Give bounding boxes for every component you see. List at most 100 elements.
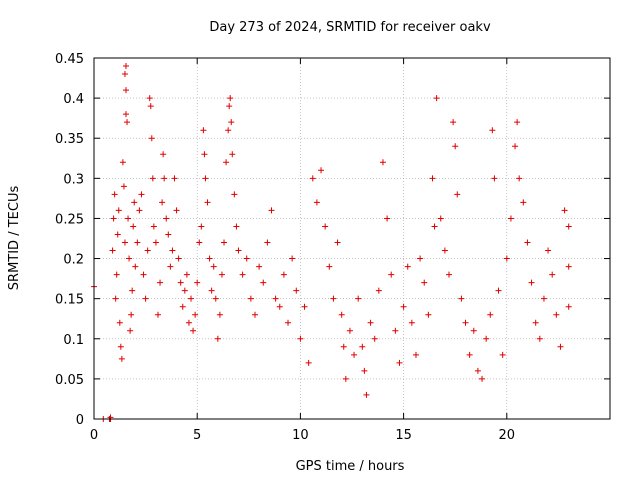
- data-point: [206, 255, 213, 262]
- data-point: [330, 295, 337, 302]
- data-point: [120, 183, 127, 190]
- data-point: [322, 223, 329, 230]
- data-point: [514, 119, 521, 126]
- y-tick-label: 0.1: [63, 333, 84, 348]
- data-point: [297, 335, 304, 342]
- data-point: [351, 351, 358, 358]
- data-point: [118, 355, 125, 362]
- data-point: [116, 319, 123, 326]
- data-point: [190, 327, 197, 334]
- data-point: [512, 143, 519, 150]
- data-point: [520, 199, 527, 206]
- data-point: [441, 247, 448, 254]
- data-point: [204, 199, 211, 206]
- data-point: [142, 295, 149, 302]
- data-point: [210, 263, 217, 270]
- y-tick-label: 0.3: [63, 172, 84, 187]
- data-point: [470, 327, 477, 334]
- data-point: [305, 359, 312, 366]
- data-point: [122, 87, 129, 94]
- chart-title: Day 273 of 2024, SRMTID for receiver oak…: [209, 20, 491, 35]
- data-point: [565, 303, 572, 310]
- data-point: [171, 175, 178, 182]
- data-point: [359, 343, 366, 350]
- data-point: [188, 295, 195, 302]
- data-points: [91, 63, 572, 422]
- data-point: [454, 191, 461, 198]
- data-point: [136, 207, 143, 214]
- data-point: [160, 151, 167, 158]
- data-point: [111, 191, 118, 198]
- data-point: [408, 319, 415, 326]
- x-tick-label: 5: [193, 428, 201, 443]
- data-point: [159, 199, 166, 206]
- data-point: [132, 263, 139, 270]
- data-point: [198, 223, 205, 230]
- data-point: [126, 255, 133, 262]
- data-point: [117, 343, 124, 350]
- data-point: [226, 103, 233, 110]
- data-point: [218, 271, 225, 278]
- x-tick-label: 20: [499, 428, 516, 443]
- grid-lines: [94, 58, 610, 419]
- data-point: [247, 295, 254, 302]
- data-point: [138, 191, 145, 198]
- data-point: [431, 223, 438, 230]
- y-tick-label: 0.15: [55, 293, 84, 308]
- data-point: [154, 311, 161, 318]
- data-point: [235, 247, 242, 254]
- data-point: [228, 119, 235, 126]
- data-point: [225, 127, 232, 134]
- data-point: [112, 295, 119, 302]
- data-point: [264, 239, 271, 246]
- data-point: [147, 103, 154, 110]
- data-point: [462, 319, 469, 326]
- y-tick-labels: 0 0.05 0.1 0.15 0.2 0.25 0.3 0.35 0.4 0.45: [55, 52, 84, 428]
- x-axis-label: GPS time / hours: [296, 459, 405, 474]
- data-point: [175, 255, 182, 262]
- y-tick-label: 0.25: [55, 212, 84, 227]
- data-point: [128, 311, 135, 318]
- x-tick-label: 0: [90, 428, 98, 443]
- data-point: [412, 351, 419, 358]
- data-point: [194, 279, 201, 286]
- data-point: [181, 287, 188, 294]
- data-point: [122, 63, 129, 70]
- data-point: [342, 375, 349, 382]
- data-point: [140, 271, 147, 278]
- data-point: [231, 191, 238, 198]
- data-point: [121, 71, 128, 78]
- data-point: [355, 295, 362, 302]
- data-point: [216, 311, 223, 318]
- data-point: [429, 175, 436, 182]
- data-point: [134, 239, 141, 246]
- data-point: [565, 223, 572, 230]
- data-point: [338, 311, 345, 318]
- data-point: [561, 207, 568, 214]
- data-point: [280, 271, 287, 278]
- plot-frame: [93, 57, 611, 420]
- data-point: [557, 343, 564, 350]
- x-tick-label: 15: [395, 428, 412, 443]
- x-tick-label: 10: [292, 428, 309, 443]
- data-point: [388, 271, 395, 278]
- data-point: [458, 295, 465, 302]
- y-tick-label: 0.4: [63, 92, 84, 107]
- data-point: [318, 167, 325, 174]
- data-point: [115, 207, 122, 214]
- data-point: [340, 343, 347, 350]
- axis-ticks: [93, 57, 610, 420]
- data-point: [109, 247, 116, 254]
- data-point: [503, 255, 510, 262]
- data-point: [565, 263, 572, 270]
- data-point: [452, 143, 459, 150]
- data-point: [524, 239, 531, 246]
- data-point: [313, 199, 320, 206]
- data-point: [446, 271, 453, 278]
- data-point: [375, 287, 382, 294]
- data-point: [466, 351, 473, 358]
- data-point: [536, 335, 543, 342]
- data-point: [208, 287, 215, 294]
- data-point: [361, 367, 368, 374]
